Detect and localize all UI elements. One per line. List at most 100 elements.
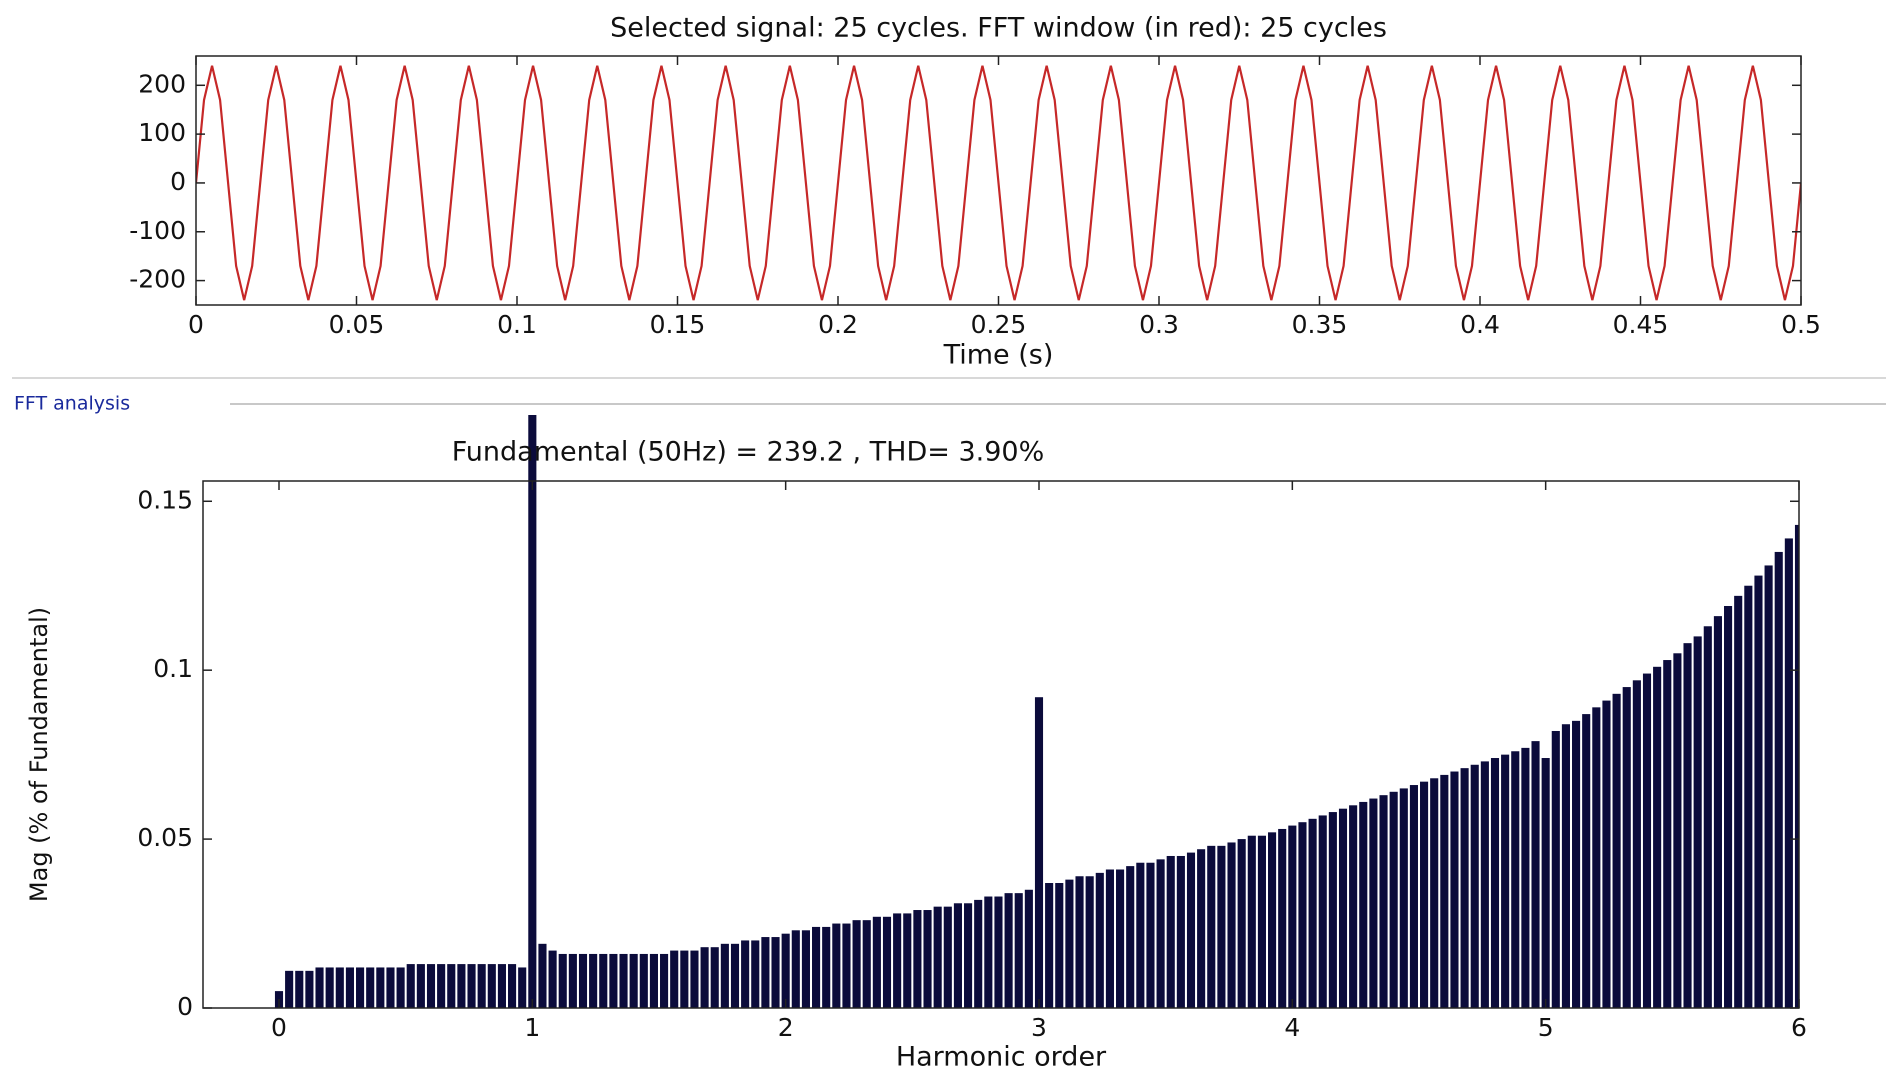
y-tick-label: 0 <box>170 167 186 196</box>
bar <box>1055 883 1064 1008</box>
bar <box>1065 879 1074 1008</box>
bar <box>1349 805 1358 1008</box>
bar <box>1541 758 1550 1008</box>
bar <box>1724 605 1733 1008</box>
bar <box>822 926 831 1008</box>
bar <box>1186 852 1196 1008</box>
bar <box>1318 815 1327 1008</box>
y-tick-label: 0.05 <box>137 823 193 852</box>
bar <box>649 953 658 1008</box>
bar <box>862 920 871 1008</box>
bar <box>437 964 446 1008</box>
x-axis-label: Harmonic order <box>896 1042 1107 1067</box>
bar <box>1744 585 1753 1008</box>
bar <box>508 964 517 1008</box>
panel-label: FFT analysis <box>14 393 130 415</box>
y-tick-label: 100 <box>138 118 186 147</box>
bar <box>1288 825 1297 1008</box>
bar <box>1440 774 1449 1008</box>
bar <box>953 903 962 1008</box>
bar <box>477 964 486 1008</box>
bar <box>1136 862 1145 1008</box>
bar <box>1561 724 1570 1008</box>
x-tick-label: 3 <box>1031 1013 1047 1042</box>
bar <box>1794 524 1799 1008</box>
bar <box>1713 616 1722 1008</box>
bar <box>538 943 547 1008</box>
bar <box>639 953 648 1008</box>
bar <box>325 967 334 1008</box>
bar <box>599 953 608 1008</box>
x-tick-label: 5 <box>1538 1013 1554 1042</box>
bar <box>1592 707 1601 1008</box>
axes-frame <box>202 480 1800 1009</box>
bar <box>710 947 719 1008</box>
y-tick-label: -200 <box>129 265 186 294</box>
bar <box>730 943 740 1008</box>
bar <box>335 967 344 1008</box>
bar <box>589 953 598 1008</box>
bar <box>943 906 952 1008</box>
bar <box>1501 754 1510 1008</box>
bar <box>467 964 476 1008</box>
bar <box>416 964 425 1008</box>
bar <box>781 933 790 1008</box>
bar <box>1602 700 1611 1008</box>
bar <box>1095 872 1104 1008</box>
bar <box>528 415 537 1008</box>
bar <box>406 964 415 1008</box>
bar <box>1156 859 1165 1008</box>
bar <box>1531 741 1540 1008</box>
bar <box>893 913 902 1008</box>
bar <box>1450 771 1459 1008</box>
bar <box>1085 876 1094 1008</box>
bar <box>1521 747 1530 1008</box>
bar <box>1642 673 1652 1008</box>
bar <box>1207 845 1216 1008</box>
bar <box>660 953 669 1008</box>
plot-marks <box>274 415 1799 1008</box>
bar <box>1369 798 1378 1008</box>
bar <box>1430 778 1439 1008</box>
bar <box>720 943 729 1008</box>
bar <box>974 899 983 1008</box>
x-tick-label: 0 <box>188 310 204 339</box>
bar <box>771 937 780 1008</box>
bar <box>1703 626 1712 1008</box>
bar <box>396 967 405 1008</box>
x-tick-label: 0.05 <box>329 310 385 339</box>
bar <box>1734 595 1743 1008</box>
bar <box>1572 720 1581 1008</box>
bar <box>1663 660 1672 1008</box>
bar <box>1632 680 1641 1008</box>
plot-marks <box>196 65 1801 301</box>
bar <box>1217 845 1226 1008</box>
bar <box>1511 751 1520 1008</box>
bar <box>285 970 294 1008</box>
bar <box>629 953 638 1008</box>
bar <box>791 930 800 1008</box>
bar <box>801 930 810 1008</box>
bar <box>1460 768 1469 1008</box>
y-tick-label: 200 <box>138 69 186 98</box>
bar <box>1116 869 1125 1008</box>
x-tick-label: 0.45 <box>1613 310 1669 339</box>
bar <box>1683 643 1692 1008</box>
bar <box>1673 653 1682 1008</box>
bar <box>345 967 354 1008</box>
bar <box>1784 538 1793 1008</box>
bar <box>1470 764 1479 1008</box>
bar <box>548 950 557 1008</box>
chart-title: Selected signal: 25 cycles. FFT window (… <box>610 13 1387 44</box>
bar <box>1774 551 1783 1008</box>
bar <box>842 923 851 1008</box>
signal-line <box>196 65 1801 301</box>
x-tick-label: 6 <box>1791 1013 1807 1042</box>
bar <box>1034 697 1044 1008</box>
x-tick-label: 2 <box>778 1013 794 1042</box>
x-tick-label: 0.15 <box>650 310 706 339</box>
bar <box>568 953 577 1008</box>
bar <box>1278 828 1287 1008</box>
bar <box>1490 758 1500 1008</box>
